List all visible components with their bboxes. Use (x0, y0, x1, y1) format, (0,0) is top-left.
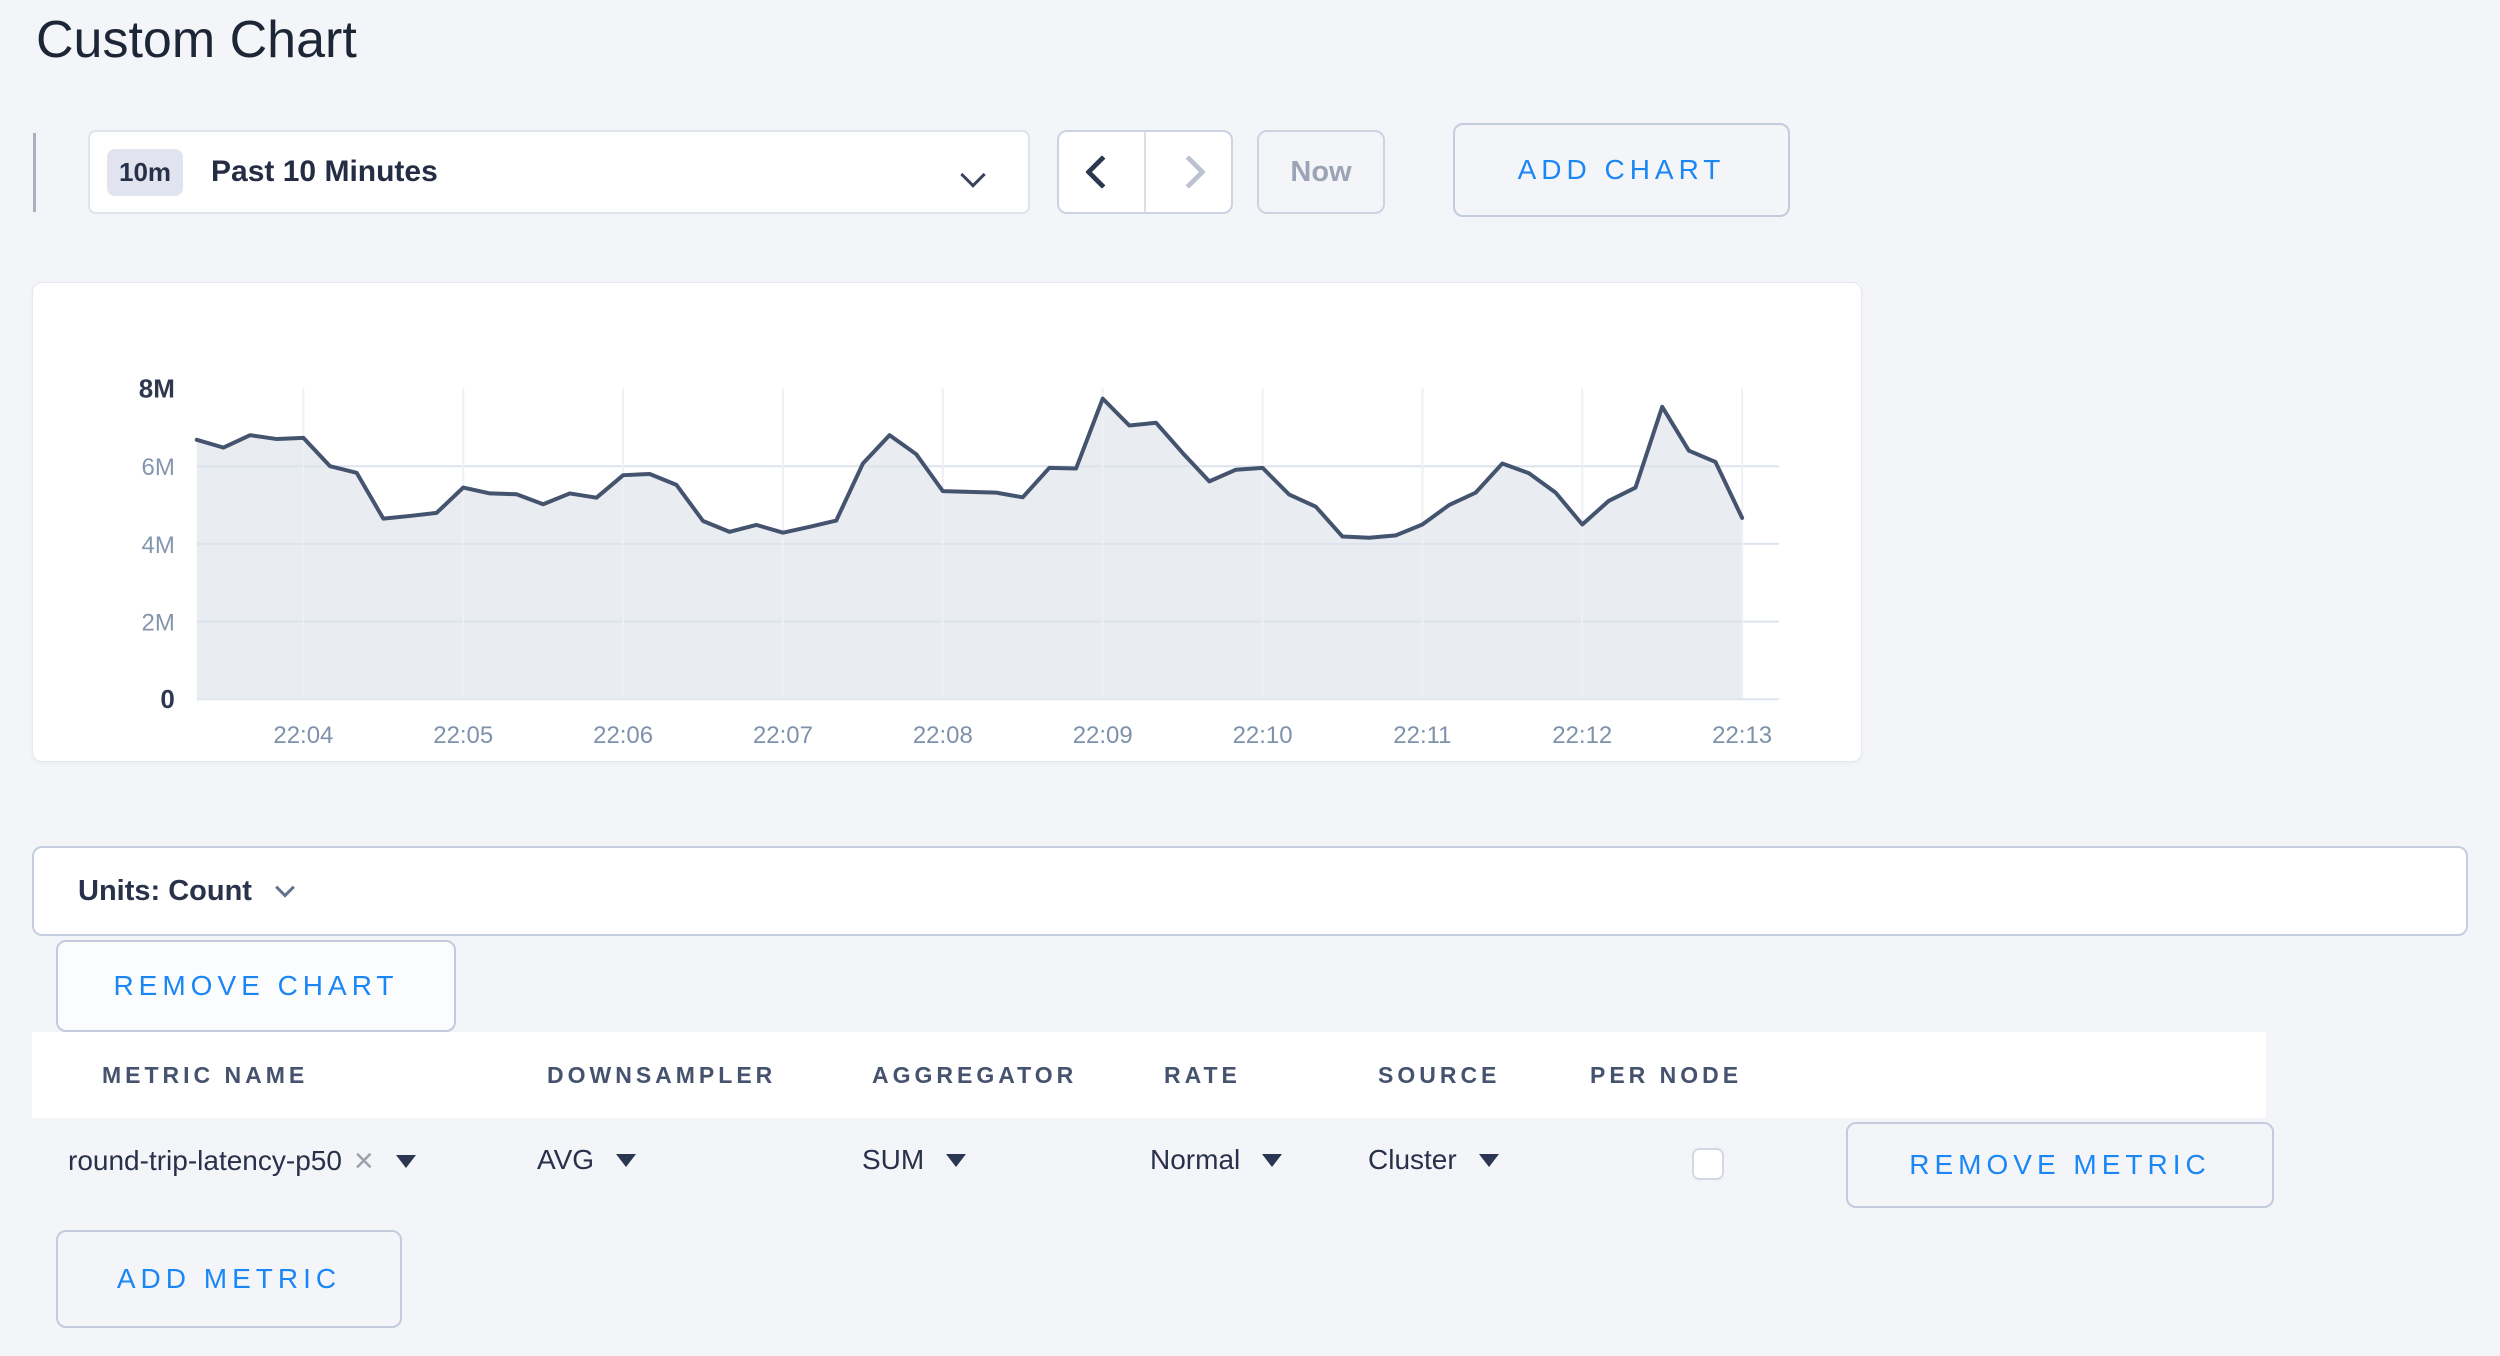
metric-row: round-trip-latency-p50 × AVG SUM Normal … (32, 1120, 2274, 1212)
add-chart-button[interactable]: ADD CHART (1453, 123, 1790, 217)
time-range-label: Past 10 Minutes (211, 155, 438, 188)
add-metric-button[interactable]: ADD METRIC (56, 1230, 402, 1328)
downsampler-select[interactable]: AVG (537, 1144, 637, 1176)
chevron-left-icon (1084, 155, 1119, 189)
svg-text:22:06: 22:06 (593, 722, 653, 749)
metric-name-select[interactable]: round-trip-latency-p50 × (68, 1144, 416, 1178)
metrics-table-header: METRIC NAME DOWNSAMPLER AGGREGATOR RATE … (32, 1032, 2266, 1118)
svg-text:22:12: 22:12 (1552, 722, 1612, 749)
time-nav-group (1057, 130, 1233, 214)
svg-text:22:04: 22:04 (273, 722, 333, 749)
area-chart: 0 2M 4M 6M 8M 22:04 22:05 22:06 22:07 22:08 22:09 2… (139, 376, 1780, 749)
time-range-dropdown[interactable]: 10m Past 10 Minutes (88, 130, 1030, 214)
time-range-badge: 10m (107, 148, 184, 196)
aggregator-select[interactable]: SUM (862, 1144, 967, 1176)
chevron-down-icon (960, 162, 986, 188)
units-label: Units: Count (78, 874, 252, 907)
rate-select[interactable]: Normal (1150, 1144, 1283, 1176)
clear-metric-icon[interactable]: × (353, 1142, 374, 1180)
caret-down-icon (1262, 1153, 1283, 1167)
chevron-right-icon (1171, 155, 1206, 189)
column-header-per-node: PER NODE (1590, 1062, 1743, 1088)
svg-text:22:05: 22:05 (433, 722, 493, 749)
caret-down-icon (395, 1154, 416, 1168)
svg-text:22:10: 22:10 (1233, 722, 1293, 749)
svg-text:22:11: 22:11 (1393, 722, 1451, 749)
svg-text:22:08: 22:08 (913, 722, 973, 749)
svg-text:22:09: 22:09 (1073, 722, 1133, 749)
rate-value: Normal (1150, 1144, 1241, 1175)
toolbar-divider (33, 133, 36, 212)
time-forward-button[interactable] (1144, 132, 1231, 212)
remove-chart-button[interactable]: REMOVE CHART (56, 940, 456, 1032)
svg-text:4M: 4M (142, 532, 175, 559)
downsampler-value: AVG (537, 1144, 595, 1175)
remove-metric-button[interactable]: REMOVE METRIC (1846, 1122, 2274, 1208)
column-header-rate: RATE (1164, 1062, 1241, 1088)
svg-text:8M: 8M (139, 376, 175, 404)
column-header-metric-name: METRIC NAME (102, 1062, 309, 1088)
source-value: Cluster (1368, 1144, 1457, 1175)
column-header-downsampler: DOWNSAMPLER (547, 1062, 777, 1088)
source-select[interactable]: Cluster (1368, 1144, 1499, 1176)
svg-text:0: 0 (160, 686, 174, 714)
column-header-aggregator: AGGREGATOR (872, 1062, 1078, 1088)
svg-text:22:13: 22:13 (1712, 722, 1772, 749)
page-title: Custom Chart (36, 11, 357, 69)
svg-text:6M: 6M (142, 454, 175, 481)
chart-card: 0 2M 4M 6M 8M 22:04 22:05 22:06 22:07 22:08 22:09 2… (32, 282, 1862, 762)
units-dropdown[interactable]: Units: Count (32, 846, 2468, 936)
aggregator-value: SUM (862, 1144, 925, 1175)
svg-text:22:07: 22:07 (753, 722, 813, 749)
svg-text:2M: 2M (142, 610, 175, 637)
chevron-down-icon (275, 877, 295, 898)
per-node-checkbox[interactable] (1692, 1148, 1724, 1180)
now-button[interactable]: Now (1257, 130, 1385, 214)
caret-down-icon (1478, 1153, 1499, 1167)
time-back-button[interactable] (1059, 132, 1144, 212)
caret-down-icon (616, 1153, 637, 1167)
metric-name-value: round-trip-latency-p50 (68, 1145, 342, 1176)
column-header-source: SOURCE (1378, 1062, 1501, 1088)
caret-down-icon (946, 1153, 967, 1167)
